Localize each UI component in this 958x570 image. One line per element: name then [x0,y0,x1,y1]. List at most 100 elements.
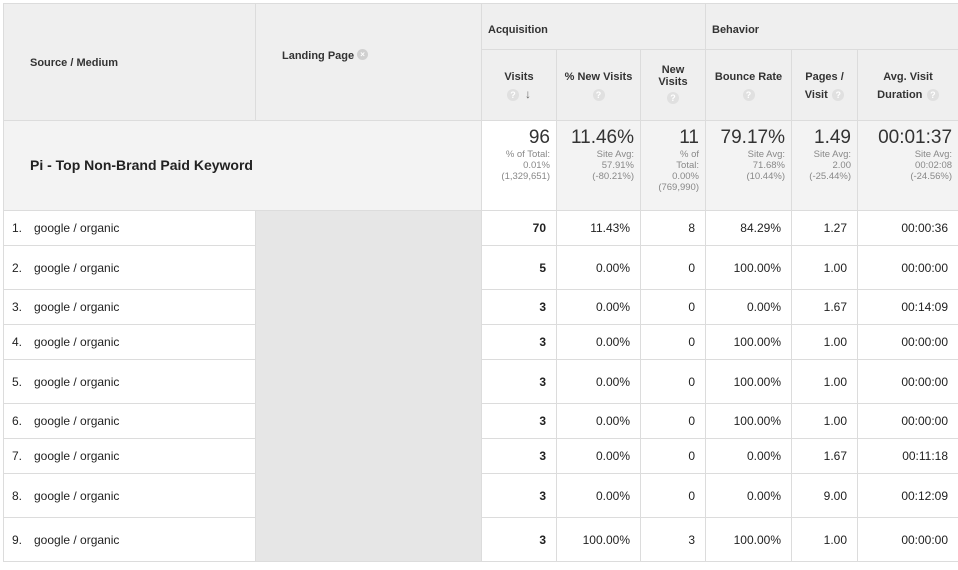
bounce-cell: 0.00% [705,438,792,474]
source-medium-link[interactable]: google / organic [34,335,120,349]
col-header-avg-duration[interactable]: Avg. Visit Duration ? [856,49,958,121]
row-index: 7. [12,449,23,463]
help-icon[interactable]: ? [507,88,519,101]
source-medium-link[interactable]: google / organic [34,414,120,428]
source-medium-link[interactable]: google / organic [34,449,120,463]
pct-new-cell: 0.00% [556,359,641,404]
pages-cell: 9.00 [791,473,858,518]
summary-label: Pi - Top Non-Brand Paid Keyword [30,156,253,173]
help-icon[interactable]: ? [742,88,755,101]
pages-visit-label-line2: Visit [804,89,828,101]
source-cell[interactable]: 7. google / organic [3,438,256,474]
summary-pct-new-note: (-80.21%) [592,171,634,182]
bounce-rate-label: Bounce Rate [714,71,783,83]
table-row[interactable]: 6. google / organic 3 0.00% 0 100.00% 1.0… [3,403,958,439]
source-medium-link[interactable]: google / organic [34,221,120,235]
new-visits-label-line1: New [661,64,685,76]
bounce-cell: 100.00% [705,324,792,360]
pages-cell: 1.00 [791,324,858,360]
new-visits-cell: 3 [640,517,706,562]
pages-cell: 1.67 [791,438,858,474]
source-cell[interactable]: 6. google / organic [3,403,256,439]
source-cell[interactable]: 5. google / organic [3,359,256,404]
col-header-bounce-rate[interactable]: Bounce Rate ? [705,49,792,121]
report-table: Source / Medium Landing Page × Acquisitio… [3,3,958,562]
summary-pct-new-note: 57.91% [601,160,634,171]
table-row[interactable]: 3. google / organic 3 0.00% 0 0.00% 1.67 … [3,289,958,325]
pct-new-cell: 11.43% [556,210,641,246]
pct-new-cell: 0.00% [556,403,641,439]
pct-new-cell: 0.00% [556,324,641,360]
visits-label: Visits [504,71,534,83]
pages-cell: 1.00 [791,245,858,290]
bounce-cell: 0.00% [705,289,792,325]
behavior-label: Behavior [712,24,760,36]
source-medium-link[interactable]: google / organic [34,300,120,314]
summary-visits-note: 0.01% [523,160,550,171]
remove-dimension-icon[interactable]: × [357,49,369,61]
table-row[interactable]: 4. google / organic 3 0.00% 0 100.00% 1.0… [3,324,958,360]
landing-page-redacted [255,210,482,562]
duration-cell: 00:00:00 [856,245,958,290]
help-icon[interactable]: ? [832,88,845,101]
source-medium-link[interactable]: google / organic [34,532,120,547]
new-visits-cell: 0 [640,403,706,439]
duration-cell: 00:12:09 [856,473,958,518]
summary-pages-note: Site Avg: [813,149,851,160]
table-row[interactable]: 9. google / organic 3 100.00% 3 100.00% 1… [3,517,958,562]
source-cell[interactable]: 8. google / organic [3,473,256,518]
visits-cell: 3 [481,403,557,439]
summary-duration: 00:01:37 Site Avg: 00:02:08 (-24.56%) [856,120,958,211]
summary-new-visits-note: % of [679,149,699,160]
source-medium-link[interactable]: google / organic [34,260,120,275]
col-header-visits[interactable]: Visits ? ↓ [481,49,557,121]
table-row[interactable]: 1. google / organic 70 11.43% 8 84.29% 1.… [3,210,958,562]
duration-cell: 00:00:00 [856,403,958,439]
source-cell[interactable]: 2. google / organic [3,245,256,290]
source-cell[interactable]: 3. google / organic [3,289,256,325]
col-header-source-medium[interactable]: Source / Medium [3,3,256,121]
source-medium-link[interactable]: google / organic [34,374,120,389]
group-header-behavior: Behavior [704,3,958,50]
col-header-pct-new-visits[interactable]: % New Visits ? [556,49,641,121]
new-visits-label-line2: Visits [658,76,688,88]
col-header-new-visits[interactable]: New Visits ? [640,49,706,121]
summary-bounce: 79.17% Site Avg: 71.68% (10.44%) [705,120,792,211]
help-icon[interactable]: ? [926,88,939,101]
source-cell[interactable]: 1. google / organic [3,210,256,246]
table-row[interactable]: 2. google / organic 5 0.00% 0 100.00% 1.0… [3,245,958,290]
table-row[interactable]: 7. google / organic 3 0.00% 0 0.00% 1.67 … [3,438,958,474]
duration-cell: 00:11:18 [856,438,958,474]
summary-label-cell: Pi - Top Non-Brand Paid Keyword [3,120,482,211]
group-header-acquisition: Acquisition [481,3,706,50]
row-index: 2. [12,260,23,275]
col-header-pages-visit[interactable]: Pages / Visit ? [791,49,858,121]
table-row[interactable]: 8. google / organic 3 0.00% 0 0.00% 9.00 … [3,473,958,518]
duration-cell: 00:14:09 [856,289,958,325]
source-cell[interactable]: 4. google / organic [3,324,256,360]
col-header-landing-page[interactable]: Landing Page × [255,3,482,121]
new-visits-cell: 0 [640,438,706,474]
pages-cell: 1.00 [791,517,858,562]
source-cell[interactable]: 9. google / organic [3,517,256,562]
duration-cell: 00:00:36 [856,210,958,246]
table-row[interactable]: 5. google / organic 3 0.00% 0 100.00% 1.0… [3,359,958,404]
row-index: 6. [12,414,23,428]
avg-duration-label-line1: Avg. Visit [883,71,933,83]
source-medium-link[interactable]: google / organic [34,488,120,503]
new-visits-cell: 8 [640,210,706,246]
help-icon[interactable]: ? [592,88,605,101]
summary-visits-note: % of Total: [505,149,550,160]
summary-bounce-note: 71.68% [752,160,785,171]
pct-new-cell: 0.00% [556,245,641,290]
pages-cell: 1.00 [791,403,858,439]
summary-pct-new: 11.46% Site Avg: 57.91% (-80.21%) [556,120,641,211]
summary-pages-note: (-25.44%) [809,171,851,182]
summary-new-visits-note: Total: [676,160,699,171]
source-medium-label: Source / Medium [30,57,119,69]
duration-cell: 00:00:00 [856,517,958,562]
help-icon[interactable]: ? [667,91,679,104]
new-visits-cell: 0 [640,289,706,325]
sort-arrow-icon[interactable]: ↓ [525,86,531,101]
